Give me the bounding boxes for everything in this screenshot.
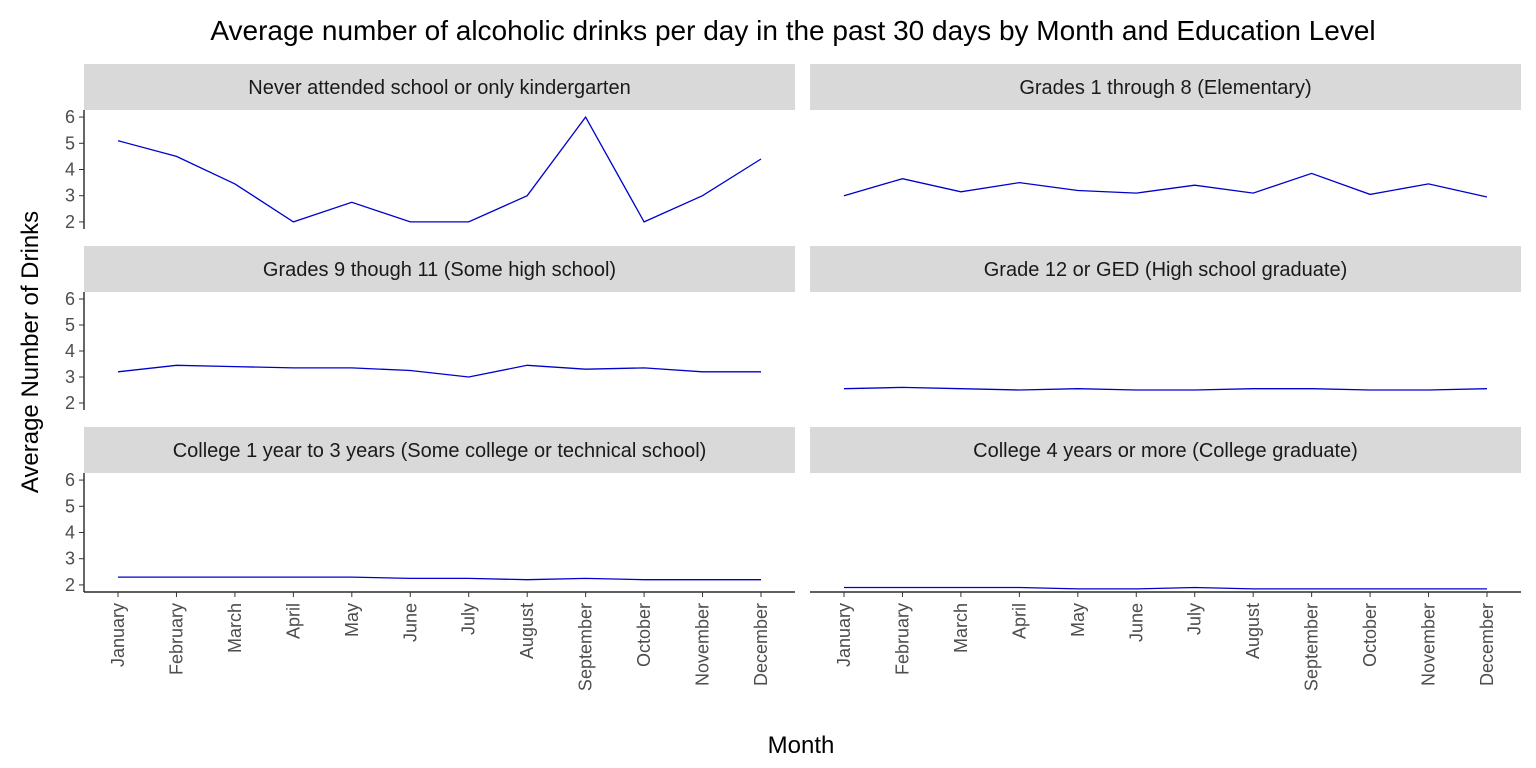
y-tick-label: 2 — [65, 393, 75, 413]
facet-strip-label: College 1 year to 3 years (Some college … — [173, 440, 707, 462]
x-tick-label: July — [1185, 603, 1205, 635]
facet-strip — [84, 427, 795, 473]
series-line — [117, 364, 761, 378]
y-tick-label: 4 — [65, 523, 75, 543]
series-line — [117, 115, 762, 223]
facet-strip — [84, 246, 795, 292]
x-tick-label: January — [108, 603, 128, 667]
facet-strip — [810, 427, 1521, 473]
x-axis-title: Month — [768, 732, 835, 759]
x-tick-label: September — [1302, 603, 1322, 691]
x-tick-label: November — [693, 603, 713, 686]
y-tick-label: 6 — [65, 470, 75, 490]
facet-strip-label: Never attended school or only kindergart… — [248, 77, 630, 99]
facet-panel: College 1 year to 3 years (Some college … — [65, 427, 795, 691]
x-tick-label: December — [751, 603, 771, 686]
y-tick-label: 6 — [65, 289, 75, 309]
x-tick-label: February — [892, 603, 912, 675]
x-tick-label: October — [1360, 603, 1380, 667]
x-tick-label: December — [1477, 603, 1497, 686]
series-line — [843, 386, 1488, 391]
x-tick-label: October — [634, 603, 654, 667]
facet-strip-label: Grades 9 though 11 (Some high school) — [263, 259, 616, 281]
y-tick-label: 3 — [65, 367, 75, 387]
x-tick-label: July — [459, 603, 479, 635]
y-tick-label: 5 — [65, 496, 75, 516]
x-tick-label: April — [283, 603, 303, 639]
facet-panel: Grades 9 though 11 (Some high school) 2 3 4… — [65, 246, 795, 413]
y-tick-label: 4 — [65, 341, 75, 361]
facet-strip-label: College 4 years or more (College graduat… — [973, 440, 1358, 462]
x-tick-label: November — [1419, 603, 1439, 686]
chart-title: Average number of alcoholic drinks per d… — [210, 15, 1375, 46]
y-tick-label: 3 — [65, 549, 75, 569]
facet-panel: Grades 1 through 8 (Elementary) — [810, 64, 1521, 198]
facet-strip — [810, 64, 1521, 110]
x-tick-label: August — [517, 603, 537, 659]
x-tick-label: January — [834, 603, 854, 667]
facet-panel: College 4 years or more (College graduat… — [810, 427, 1521, 691]
y-tick-label: 2 — [65, 212, 75, 232]
facet-strip-label: Grade 12 or GED (High school graduate) — [984, 259, 1348, 281]
y-tick-label: 3 — [65, 186, 75, 206]
x-tick-label: March — [225, 603, 245, 653]
x-tick-label: August — [1243, 603, 1263, 659]
y-tick-label: 6 — [65, 107, 75, 127]
x-tick-label: September — [576, 603, 596, 691]
y-tick-label: 5 — [65, 133, 75, 153]
x-tick-label: June — [400, 603, 420, 642]
series-line — [844, 586, 1487, 590]
facet-panels: Never attended school or only kindergart… — [65, 64, 1521, 691]
series-line — [118, 576, 761, 581]
facet-strip — [84, 64, 795, 110]
facet-strip-label: Grades 1 through 8 (Elementary) — [1019, 77, 1311, 99]
x-tick-label: May — [342, 603, 362, 637]
y-axis-title: Average Number of Drinks — [17, 211, 44, 493]
y-tick-label: 2 — [65, 575, 75, 595]
facet-strip — [810, 246, 1521, 292]
y-tick-label: 4 — [65, 160, 75, 180]
series-line — [843, 172, 1488, 198]
y-tick-label: 5 — [65, 315, 75, 335]
facet-panel: Never attended school or only kindergart… — [65, 64, 795, 232]
x-tick-label: June — [1126, 603, 1146, 642]
x-tick-label: April — [1009, 603, 1029, 639]
x-tick-label: February — [166, 603, 186, 675]
x-tick-label: May — [1068, 603, 1088, 637]
facet-panel: Grade 12 or GED (High school graduate) — [810, 246, 1521, 391]
x-tick-label: March — [951, 603, 971, 653]
